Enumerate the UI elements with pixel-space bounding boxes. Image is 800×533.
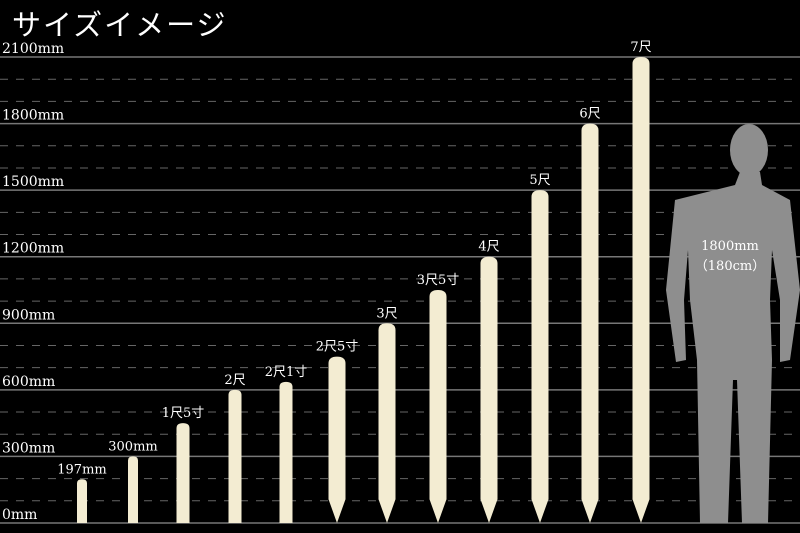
post-bar (429, 290, 447, 523)
post-label: 197mm (57, 462, 106, 477)
y-tick-label: 300mm (2, 440, 55, 456)
y-tick-label: 600mm (2, 374, 55, 390)
y-tick-label: 1500mm (2, 174, 64, 190)
post-bar (77, 479, 87, 523)
y-tick-label: 1800mm (2, 108, 64, 124)
y-tick-label: 0mm (2, 507, 37, 523)
post-label: 7尺 (630, 40, 651, 55)
post-bar (279, 381, 293, 523)
post-bar (581, 123, 599, 524)
post-label: 4尺 (478, 240, 499, 255)
post-bar (531, 190, 549, 523)
post-bar (176, 423, 190, 523)
y-tick-label: 1200mm (2, 241, 64, 257)
post-label: 1尺5寸 (162, 406, 205, 421)
post-bar (378, 323, 396, 523)
y-tick-label: 2100mm (2, 41, 64, 57)
post-bar (632, 57, 650, 523)
post-bar (128, 456, 138, 523)
reference-label: 1800mm (701, 239, 759, 254)
y-tick-label: 900mm (2, 307, 55, 323)
post-label: 2尺5寸 (316, 340, 359, 355)
chart-title: サイズイメージ (12, 8, 228, 42)
post-bar (328, 356, 346, 523)
post-label: 3尺5寸 (417, 273, 460, 288)
person-silhouette (666, 124, 800, 523)
person-head (730, 124, 768, 176)
post-label: 3尺 (376, 306, 397, 321)
person-body (666, 172, 800, 523)
post-label: 5尺 (529, 173, 550, 188)
post-label: 6尺 (579, 107, 600, 122)
post-label: 2尺1寸 (265, 365, 308, 380)
post-label: 2尺 (224, 373, 245, 388)
post-bar (228, 389, 242, 523)
reference-label-cm: （180cm） (695, 259, 765, 274)
post-bar (480, 256, 498, 523)
post-label: 300mm (108, 439, 157, 454)
